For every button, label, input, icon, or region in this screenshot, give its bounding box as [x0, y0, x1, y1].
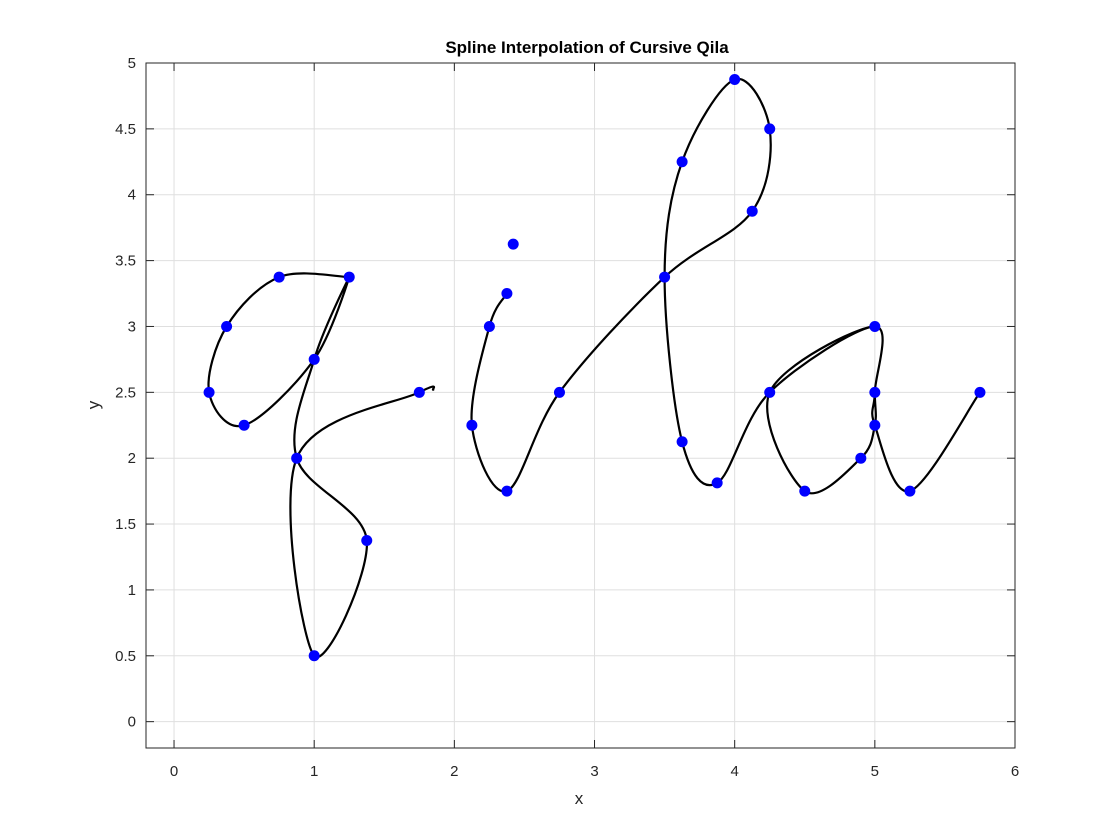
control-point	[676, 436, 688, 448]
y-tick-label: 0.5	[115, 648, 136, 665]
x-tick-label: 2	[450, 763, 458, 780]
control-point	[308, 353, 320, 365]
x-axis-label: x	[575, 789, 584, 808]
y-tick-label: 1	[128, 582, 136, 599]
control-point	[203, 386, 215, 398]
control-point	[361, 535, 373, 547]
chart-title: Spline Interpolation of Cursive Qila	[445, 38, 729, 57]
y-tick-label: 3	[128, 318, 136, 335]
y-tick-label: 3.5	[115, 253, 136, 270]
control-point	[869, 320, 881, 332]
x-tick-label: 1	[310, 763, 318, 780]
y-tick-label: 4	[128, 187, 136, 204]
x-tick-label: 6	[1011, 763, 1019, 780]
y-tick-labels: 0 0.5 1 1.5 2 2.5 3 3.5 4 4.5 5	[115, 55, 136, 731]
control-point	[974, 386, 986, 398]
control-point	[553, 386, 565, 398]
spline-stroke	[207, 272, 436, 659]
control-point	[507, 238, 519, 250]
control-point	[501, 485, 513, 497]
x-tick-label: 5	[871, 763, 879, 780]
y-axis-label: y	[84, 400, 103, 409]
x-tick-label: 0	[170, 763, 178, 780]
control-point	[659, 271, 671, 283]
x-tick-label: 3	[590, 763, 598, 780]
control-point	[746, 205, 758, 217]
y-tick-label: 1.5	[115, 516, 136, 533]
control-point	[855, 452, 867, 464]
control-point	[869, 386, 881, 398]
control-point	[483, 320, 495, 332]
control-point	[413, 386, 425, 398]
y-tick-label: 0	[128, 714, 136, 731]
control-point	[501, 288, 513, 300]
control-point	[904, 485, 916, 497]
y-tick-label: 2.5	[115, 384, 136, 401]
control-point	[238, 419, 250, 431]
control-point	[466, 419, 478, 431]
control-point	[676, 156, 688, 168]
control-point	[291, 452, 303, 464]
control-point	[273, 271, 285, 283]
axes-box	[145, 62, 1016, 749]
x-tick-label: 4	[731, 763, 739, 780]
control-point	[221, 320, 233, 332]
control-point	[764, 386, 776, 398]
control-point	[799, 485, 811, 497]
control-point	[729, 73, 741, 85]
y-tick-label: 4.5	[115, 121, 136, 138]
axis-ticks	[146, 62, 1016, 748]
control-point	[308, 650, 320, 662]
x-tick-labels: 0 1 2 3 4 5 6	[170, 763, 1019, 780]
control-point	[869, 419, 881, 431]
control-point	[764, 123, 776, 135]
control-point	[711, 477, 723, 489]
control-points	[203, 73, 986, 662]
y-tick-label: 2	[128, 450, 136, 467]
control-point	[343, 271, 355, 283]
y-tick-label: 5	[128, 55, 136, 72]
